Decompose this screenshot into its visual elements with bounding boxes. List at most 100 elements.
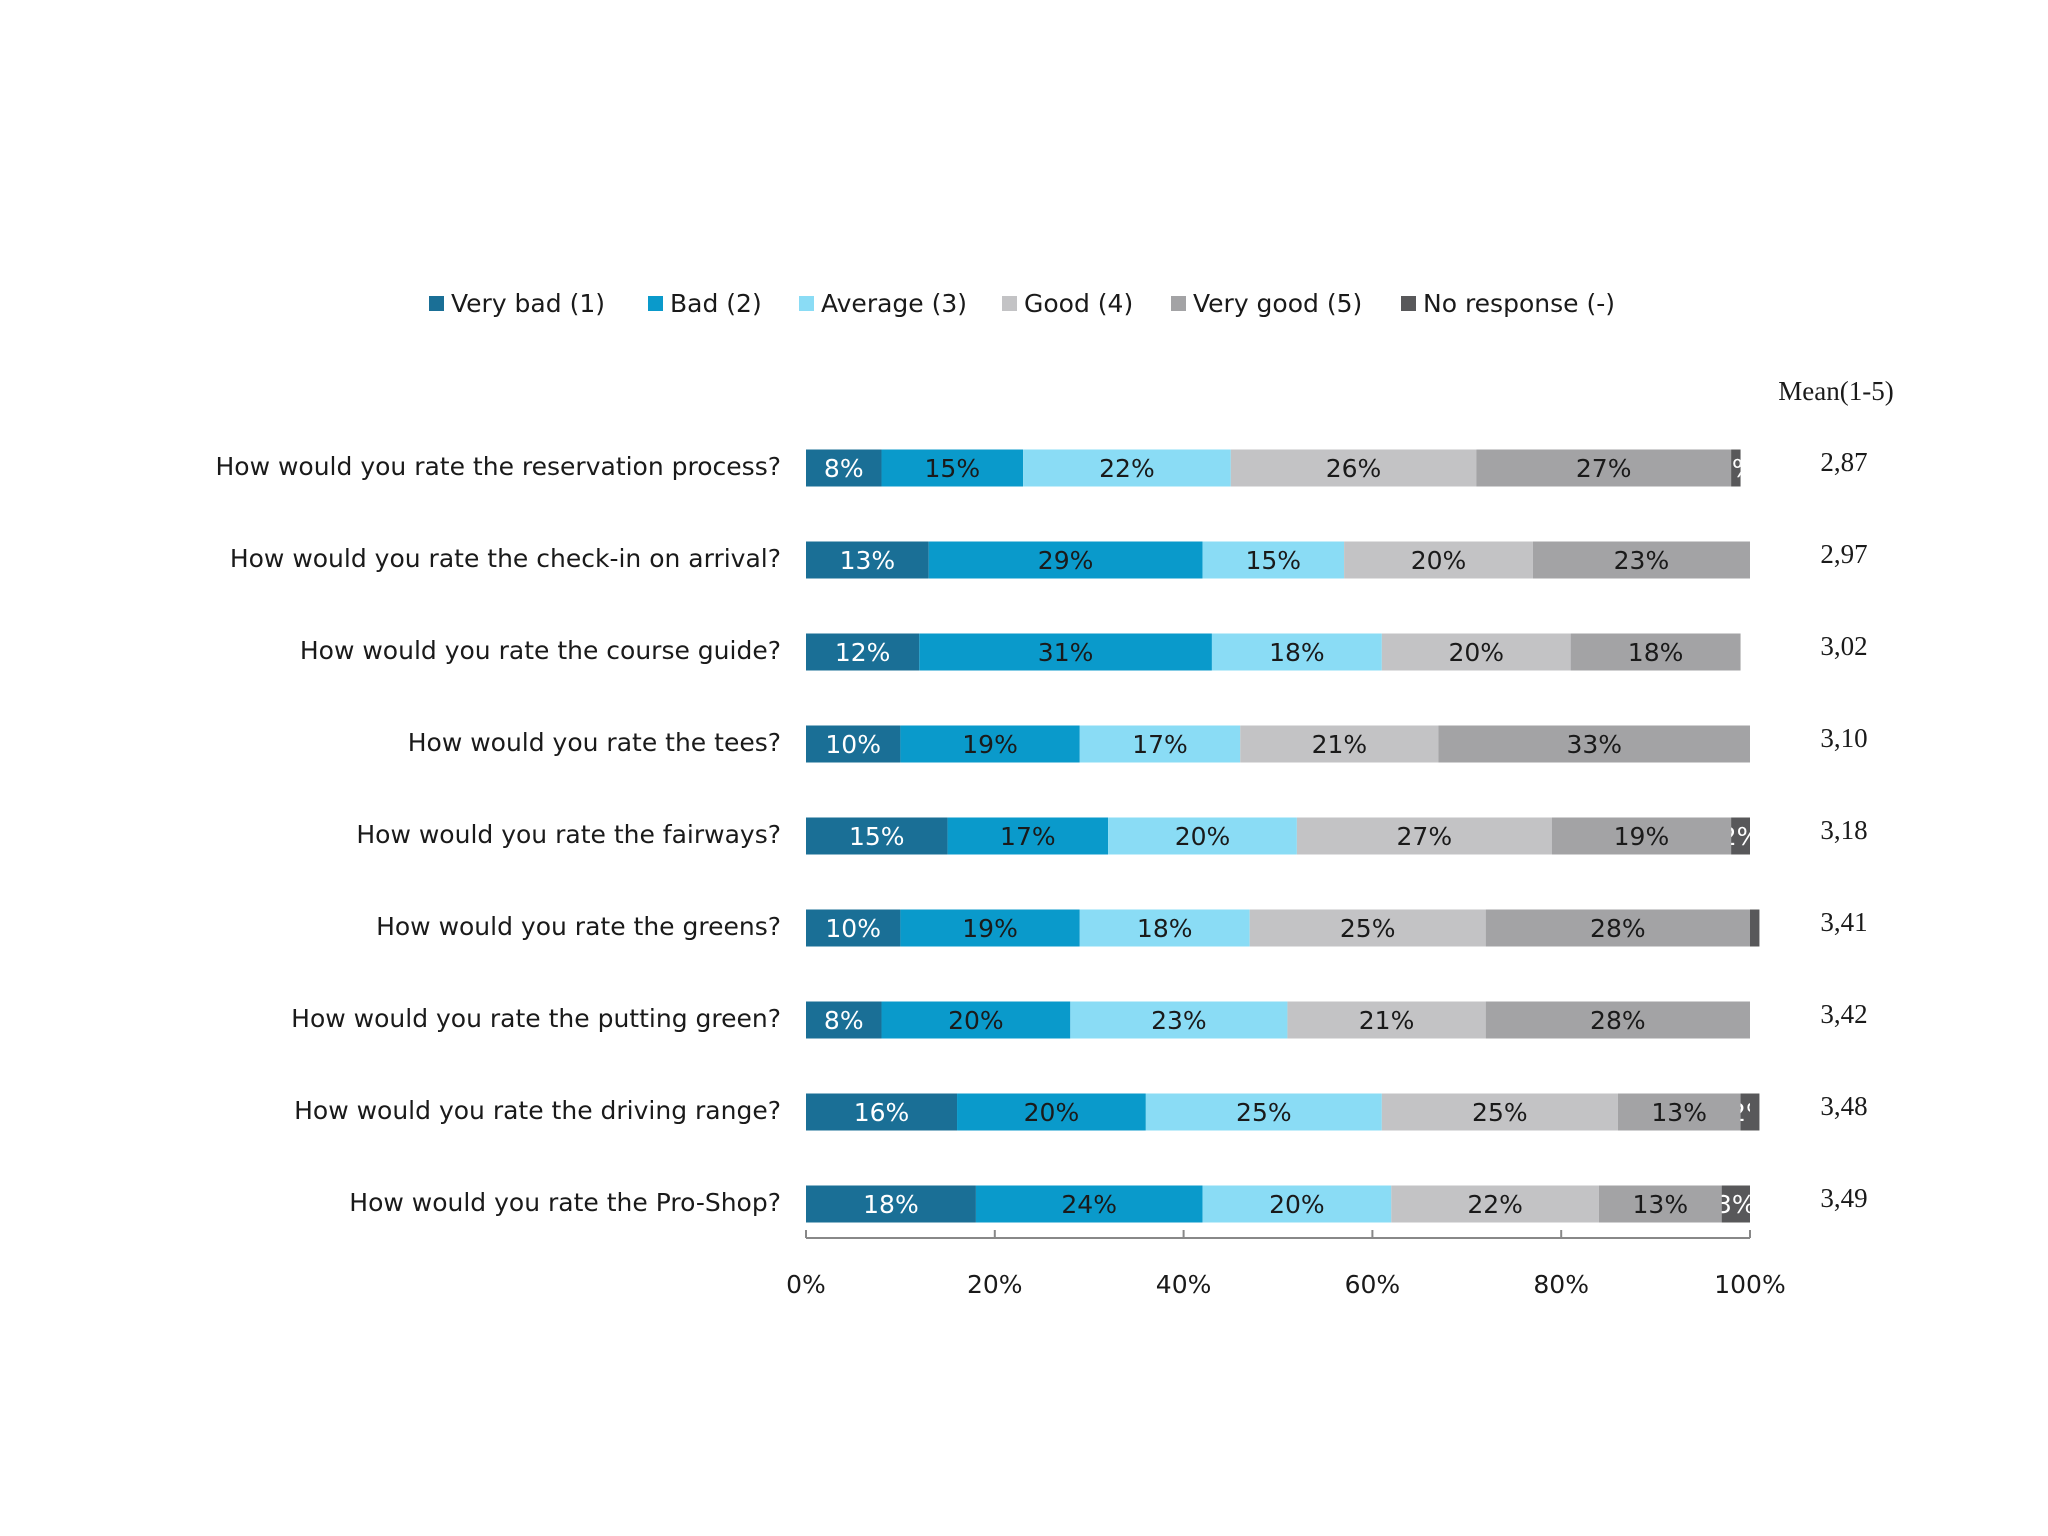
bar-segment	[1570, 633, 1741, 671]
category-label: How would you rate the fairways?	[356, 820, 781, 849]
bar-segment	[806, 817, 948, 855]
x-tick-label: 0%	[786, 1270, 826, 1299]
data-label: 17%	[1132, 730, 1188, 759]
data-label: 13%	[840, 546, 896, 575]
bar-segment	[1079, 725, 1241, 763]
bar-segment	[806, 633, 920, 671]
x-tick-label: 60%	[1345, 1270, 1401, 1299]
data-label: 20%	[1175, 822, 1231, 851]
bar-segment	[1551, 817, 1732, 855]
data-label: 16%	[854, 1098, 910, 1127]
bar-segment	[1381, 633, 1571, 671]
bar-segment	[1750, 909, 1760, 947]
data-label: 28%	[1590, 1006, 1646, 1035]
data-label: 27%	[1576, 454, 1632, 483]
bar-segment	[1344, 541, 1533, 579]
data-label: 12%	[835, 638, 891, 667]
bar-segment	[900, 725, 1080, 763]
bar-segment	[806, 725, 901, 763]
data-label: 22%	[1099, 454, 1155, 483]
legend-swatch	[799, 296, 814, 311]
data-label: 19%	[962, 730, 1018, 759]
bar-segment	[1740, 1093, 1760, 1131]
x-tick-label: 20%	[967, 1270, 1023, 1299]
mean-value: 3,48	[1820, 1091, 1867, 1121]
bar-segment	[957, 1093, 1146, 1131]
bar-segment	[1532, 541, 1750, 579]
data-label: 26%	[1326, 454, 1382, 483]
mean-value: 2,97	[1820, 539, 1867, 569]
data-label: 33%	[1566, 730, 1622, 759]
data-label: 25%	[1472, 1098, 1528, 1127]
data-label: 19%	[1614, 822, 1670, 851]
data-label: 10%	[825, 914, 881, 943]
legend-label: Very bad (1)	[451, 289, 605, 318]
data-label: 15%	[925, 454, 981, 483]
data-label: 23%	[1614, 546, 1670, 575]
bar-segment	[1211, 633, 1382, 671]
bar-segment	[1617, 1093, 1741, 1131]
legend-swatch	[1171, 296, 1186, 311]
data-label: 20%	[1269, 1190, 1325, 1219]
data-label: 20%	[1411, 546, 1467, 575]
data-label: 20%	[1024, 1098, 1080, 1127]
mean-title: Mean(1-5)	[1778, 376, 1893, 406]
data-label: 27%	[1397, 822, 1453, 851]
data-label: 18%	[1269, 638, 1325, 667]
bar-segment	[928, 541, 1203, 579]
legend-label: Very good (5)	[1193, 289, 1362, 318]
data-label: 3%	[1716, 1190, 1756, 1219]
bar-segment	[1230, 449, 1477, 487]
bar-segment	[1202, 1185, 1392, 1223]
bar-segment	[1476, 449, 1732, 487]
data-label: 15%	[849, 822, 905, 851]
x-tick-label: 100%	[1714, 1270, 1785, 1299]
bar-segment	[947, 817, 1109, 855]
data-label: 21%	[1359, 1006, 1415, 1035]
bar-segment	[1485, 909, 1750, 947]
category-label: How would you rate the greens?	[376, 912, 781, 941]
data-label: 23%	[1151, 1006, 1207, 1035]
bar-segment	[1287, 1001, 1486, 1039]
bar-segment	[1296, 817, 1552, 855]
bar-segment	[806, 1001, 882, 1039]
legend-label: Bad (2)	[670, 289, 762, 318]
category-label: How would you rate the driving range?	[294, 1096, 781, 1125]
bar-segment	[1721, 1185, 1750, 1223]
data-label: 8%	[824, 1006, 864, 1035]
bar-segment	[1023, 449, 1231, 487]
data-label: 31%	[1038, 638, 1094, 667]
data-label: 18%	[1137, 914, 1193, 943]
bar-segment	[1202, 541, 1345, 579]
bar-segment	[1731, 817, 1750, 855]
data-label: 2%	[1730, 1098, 1770, 1127]
bar-segment	[1391, 1185, 1599, 1223]
data-label: 10%	[825, 730, 881, 759]
mean-value: 3,42	[1820, 999, 1867, 1029]
mean-value: 3,41	[1820, 907, 1867, 937]
data-label: 29%	[1038, 546, 1094, 575]
bar-segment	[806, 909, 901, 947]
data-label: 17%	[1000, 822, 1056, 851]
data-label: 24%	[1061, 1190, 1117, 1219]
bar-segment	[919, 633, 1212, 671]
bar-segment	[1079, 909, 1250, 947]
bar-segment	[806, 1093, 958, 1131]
data-label: 18%	[863, 1190, 919, 1219]
data-label: 13%	[1651, 1098, 1707, 1127]
data-label: 18%	[1628, 638, 1684, 667]
data-label: 21%	[1312, 730, 1368, 759]
legend-swatch	[1401, 296, 1416, 311]
bar-segment	[806, 541, 929, 579]
bar-segment	[1240, 725, 1439, 763]
data-label: 22%	[1467, 1190, 1523, 1219]
legend-label: Average (3)	[821, 289, 967, 318]
bar-segment	[1731, 449, 1741, 487]
bar-segment	[1070, 1001, 1288, 1039]
category-label: How would you rate the check-in on arriv…	[230, 544, 781, 573]
bar-segment	[1438, 725, 1750, 763]
data-label: 15%	[1245, 546, 1301, 575]
x-tick-label: 80%	[1533, 1270, 1589, 1299]
legend-swatch	[1002, 296, 1017, 311]
